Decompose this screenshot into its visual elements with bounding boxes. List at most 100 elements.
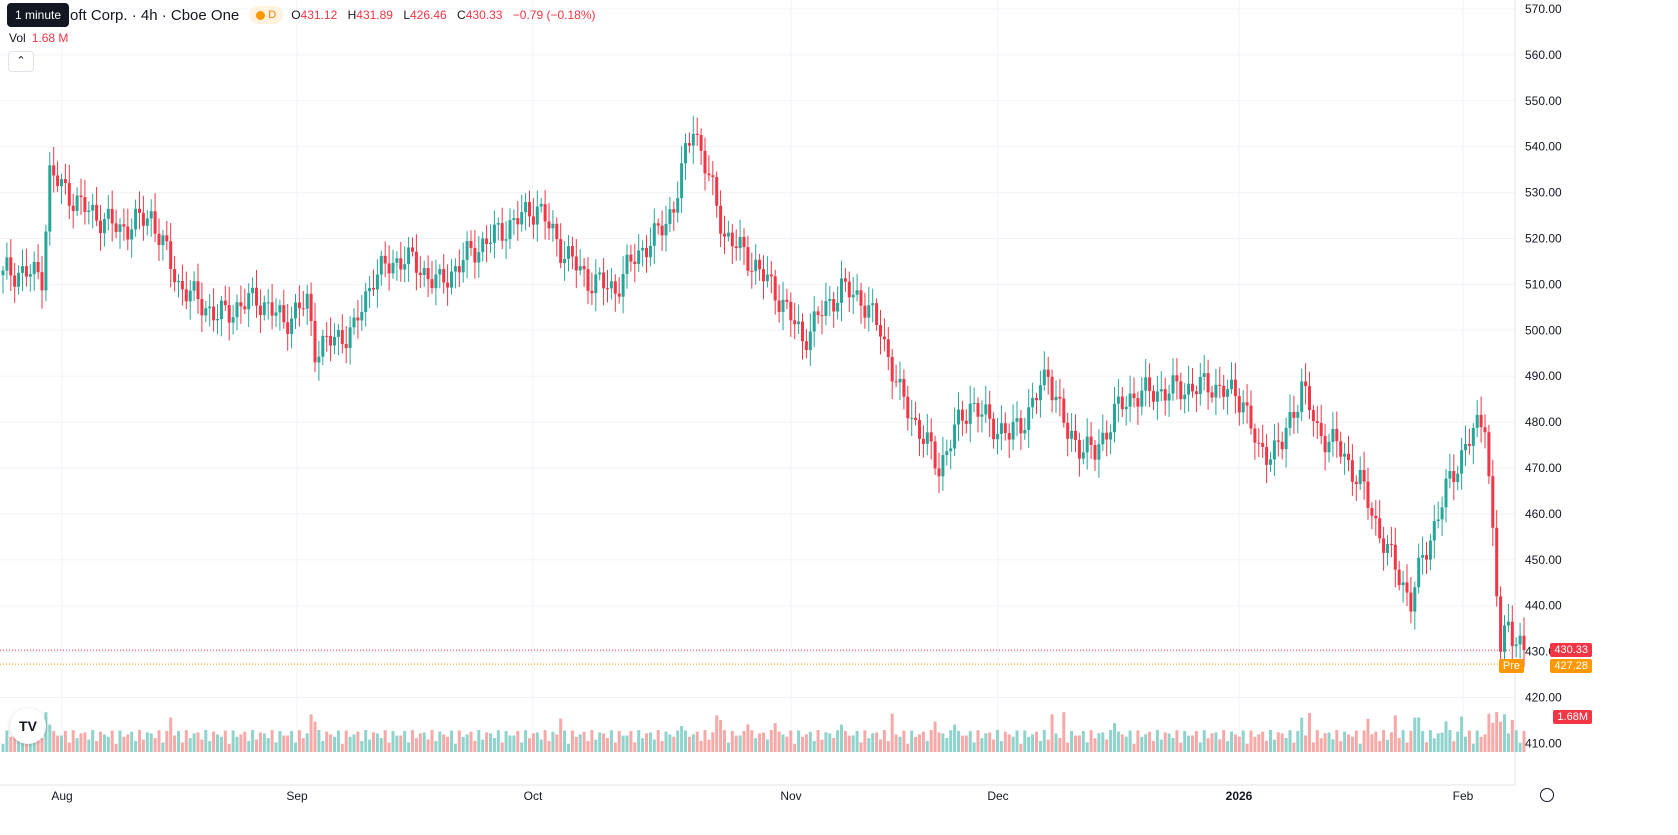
candle-body: [286, 322, 290, 334]
candle-body: [481, 238, 485, 253]
candle-body: [769, 274, 773, 277]
candle-body: [535, 206, 539, 225]
session-badge[interactable]: D: [249, 6, 284, 24]
candle-body: [539, 204, 543, 207]
volume-bar: [754, 738, 758, 752]
volume-bar: [270, 730, 274, 752]
candle-body: [1409, 592, 1413, 612]
tradingview-logo-icon[interactable]: TV: [10, 708, 46, 744]
volume-bar: [1050, 714, 1054, 752]
volume-bar: [1206, 738, 1210, 752]
volume-bar: [1058, 738, 1062, 752]
volume-bar: [348, 736, 352, 752]
candle-body: [360, 312, 364, 321]
candle-body: [32, 261, 36, 275]
candle-body: [1109, 432, 1113, 440]
candle-body: [789, 301, 793, 321]
volume-bar: [933, 721, 937, 752]
volume-bar: [1046, 739, 1050, 752]
volume-bar: [1276, 732, 1280, 752]
volume-bar: [1097, 733, 1101, 752]
candle-body: [1436, 519, 1440, 522]
candle-body: [1027, 407, 1031, 430]
candle-body: [1253, 428, 1257, 443]
candle-body: [270, 302, 274, 316]
candle-body: [1491, 476, 1495, 528]
candle-body: [1226, 389, 1230, 397]
volume-bar: [1171, 738, 1175, 752]
candle-body: [1288, 412, 1292, 428]
pre-market-price-tag: 427.28: [1550, 659, 1592, 673]
volume-bar: [976, 730, 980, 752]
volume-bar: [1327, 732, 1331, 752]
candle-body: [118, 224, 122, 232]
volume-bar: [333, 736, 336, 752]
candle-body: [1054, 396, 1058, 401]
candle-body: [1265, 446, 1269, 465]
candle-body: [797, 321, 801, 325]
candle-body: [1101, 432, 1105, 445]
candle-body: [1241, 402, 1245, 413]
candle-body: [918, 419, 921, 439]
volume-bar: [1085, 742, 1089, 752]
candle-body: [1175, 375, 1179, 382]
symbol-title[interactable]: oft Corp. · 4h · Cboe One: [70, 6, 240, 24]
candle-body: [391, 262, 395, 274]
candle-body: [102, 218, 106, 234]
candle-body: [333, 336, 336, 346]
volume-bar: [1023, 730, 1027, 752]
candle-body: [921, 438, 925, 444]
volume-bar: [637, 730, 641, 752]
candle-body: [1499, 596, 1503, 652]
change-value: −0.79 (−0.18%): [512, 8, 596, 22]
volume-bar: [1288, 730, 1292, 752]
candle-body: [1467, 443, 1471, 446]
volume-bar: [1269, 730, 1272, 752]
collapse-legend-button[interactable]: ⌃: [8, 51, 34, 72]
candle-body: [395, 258, 399, 263]
volume-bar: [52, 730, 56, 752]
candle-body: [793, 320, 797, 325]
candle-body: [52, 165, 56, 176]
candle-body: [453, 266, 457, 272]
volume-bar: [808, 731, 812, 752]
candle-body: [485, 238, 489, 244]
candle-body: [1214, 384, 1218, 398]
candle-body: [1062, 398, 1066, 423]
volume-bar: [925, 740, 929, 752]
y-tick-label: 490.00: [1525, 369, 1562, 383]
candle-body: [824, 301, 828, 316]
candle-body: [1292, 412, 1296, 418]
volume-bar: [364, 730, 368, 752]
volume-bar: [875, 732, 879, 752]
volume-bar: [356, 731, 360, 752]
volume-bar: [672, 736, 676, 752]
volume-bar: [231, 730, 235, 752]
volume-bar: [1101, 732, 1105, 752]
candle-body: [309, 293, 313, 321]
volume-bar: [555, 734, 559, 752]
candle-body: [578, 266, 582, 271]
volume-bar: [660, 741, 664, 752]
volume-bar: [968, 731, 972, 752]
candle-body: [574, 256, 578, 271]
candle-body: [44, 231, 48, 291]
volume-bar: [1417, 717, 1421, 752]
candle-body: [633, 261, 637, 264]
volume-bar: [1070, 730, 1074, 752]
volume-bar: [687, 736, 691, 752]
volume-bar: [138, 730, 141, 752]
settings-icon[interactable]: [1540, 788, 1554, 802]
volume-bar: [547, 741, 551, 752]
volume-bar: [1491, 722, 1495, 752]
volume-bar: [980, 738, 984, 752]
volume-bar: [216, 734, 219, 752]
volume-bar: [902, 730, 906, 752]
volume-bar: [641, 738, 645, 752]
candle-body: [1042, 369, 1046, 386]
candle-body: [1343, 453, 1347, 457]
volume-bar: [528, 738, 531, 752]
interval-tooltip: 1 minute: [7, 3, 70, 27]
candle-body: [1393, 544, 1397, 570]
